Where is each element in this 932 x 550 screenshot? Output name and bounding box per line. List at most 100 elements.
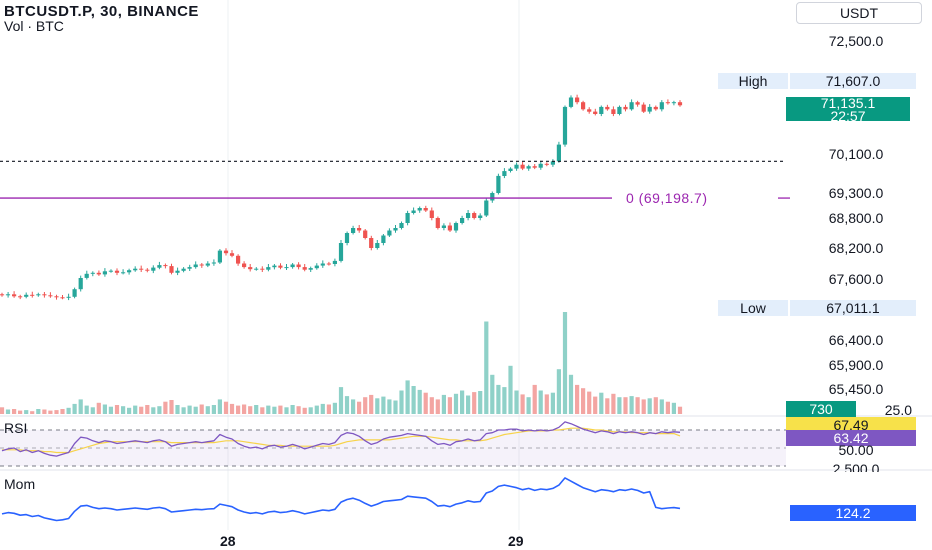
bar-countdown: 22:57 — [830, 108, 866, 124]
candle-body — [302, 267, 307, 270]
volume-bar — [114, 405, 120, 414]
volume-bar — [466, 395, 471, 414]
candle-body — [496, 175, 501, 193]
volume-bar — [181, 407, 186, 414]
candle-body — [478, 215, 483, 218]
volume-bar — [326, 404, 331, 414]
volume-bar — [587, 391, 592, 414]
candle-body — [556, 144, 561, 162]
candle-body — [623, 106, 628, 110]
candle-body — [169, 266, 174, 273]
volume-bar — [127, 407, 132, 414]
price-label-67600: 67,600.0 — [828, 271, 884, 287]
candle-body — [84, 273, 89, 278]
candle-body — [326, 263, 331, 265]
volume-bar — [659, 399, 664, 414]
candle-body — [296, 264, 301, 268]
momentum-line-path — [1, 477, 681, 522]
candle-body — [411, 210, 416, 213]
symbol-title[interactable]: BTCUSDT.P, 30, BINANCE — [4, 3, 199, 20]
candle-body — [405, 213, 410, 223]
candle-body — [466, 213, 471, 218]
candle-body — [139, 268, 144, 270]
volume-bar — [242, 404, 247, 414]
volume-bar — [532, 384, 537, 414]
low-value-badge: 67,011.1 — [790, 300, 916, 316]
candle-body — [490, 193, 495, 201]
time-axis: 28 29 — [220, 533, 524, 549]
candle-body — [72, 289, 77, 297]
rsi-pane-label[interactable]: RSI — [4, 420, 28, 436]
volume-legend[interactable]: Vol · BTC — [4, 18, 64, 34]
candle-body — [121, 272, 126, 274]
candle-body — [145, 269, 150, 271]
level-lines: 0 (69,198.7) — [0, 160, 790, 206]
volume-bar — [393, 400, 398, 414]
momentum-line — [1, 477, 681, 522]
volume-bar — [599, 392, 604, 414]
volume-bar — [42, 409, 47, 414]
candle-body — [520, 164, 525, 169]
candle-body — [641, 104, 646, 112]
volume-bar — [90, 407, 95, 414]
candle-body — [102, 271, 107, 275]
volume-bar — [441, 394, 446, 414]
candle-body — [163, 265, 168, 267]
volume-bar — [581, 388, 586, 414]
candle-body — [617, 106, 622, 114]
volume-bar — [272, 406, 277, 414]
mom-pane-label[interactable]: Mom — [4, 476, 36, 492]
volume-bar — [12, 409, 17, 414]
volume-bar — [36, 409, 41, 414]
volume-bar — [236, 405, 241, 414]
candle-body — [484, 200, 489, 216]
candle-body — [66, 296, 71, 298]
volume-bar — [344, 396, 350, 414]
volume-bar — [526, 397, 531, 414]
candle-body — [635, 102, 640, 105]
candle-body — [338, 243, 344, 261]
candle-body — [133, 268, 138, 271]
volume-bar — [562, 312, 568, 414]
candle-body — [199, 264, 204, 266]
volume-bar — [199, 404, 204, 414]
fib-level-label: 0 (69,198.7) — [626, 190, 708, 206]
candle-body — [514, 164, 519, 169]
volume-bar — [193, 406, 198, 414]
candle-body — [593, 111, 598, 114]
candle-body — [60, 297, 65, 299]
volume-bar — [417, 389, 422, 414]
volume-bar — [223, 401, 229, 414]
price-label-65900: 65,900.0 — [828, 357, 884, 373]
low-tag: Low — [718, 300, 788, 316]
currency-button[interactable]: USDT — [796, 2, 922, 24]
candle-body — [211, 262, 216, 264]
volume-bar — [314, 405, 319, 414]
candle-body — [151, 267, 156, 271]
candle-body — [575, 97, 580, 103]
volume-bar — [653, 397, 658, 414]
current-price-value: 71,135.1 — [820, 95, 876, 111]
candle-body — [5, 294, 11, 296]
volume-bar — [538, 390, 543, 414]
volume-bar — [229, 403, 235, 414]
volume-bar — [556, 369, 561, 414]
volume-bar — [139, 406, 144, 414]
volume-bar — [211, 405, 216, 414]
candle-body — [429, 210, 434, 218]
volume-bar — [302, 407, 307, 414]
volume-bar — [369, 394, 374, 414]
volume-bar — [278, 405, 283, 414]
volume-bar — [478, 391, 483, 414]
time-label-29: 29 — [508, 533, 524, 549]
candle-body — [532, 166, 537, 168]
candle-body — [544, 163, 549, 165]
volume-bar — [381, 396, 386, 414]
candle-body — [272, 265, 277, 268]
volume-bar — [496, 384, 501, 414]
candle-body — [344, 233, 350, 243]
volume-bar — [296, 406, 301, 414]
volume-bar — [320, 403, 325, 414]
